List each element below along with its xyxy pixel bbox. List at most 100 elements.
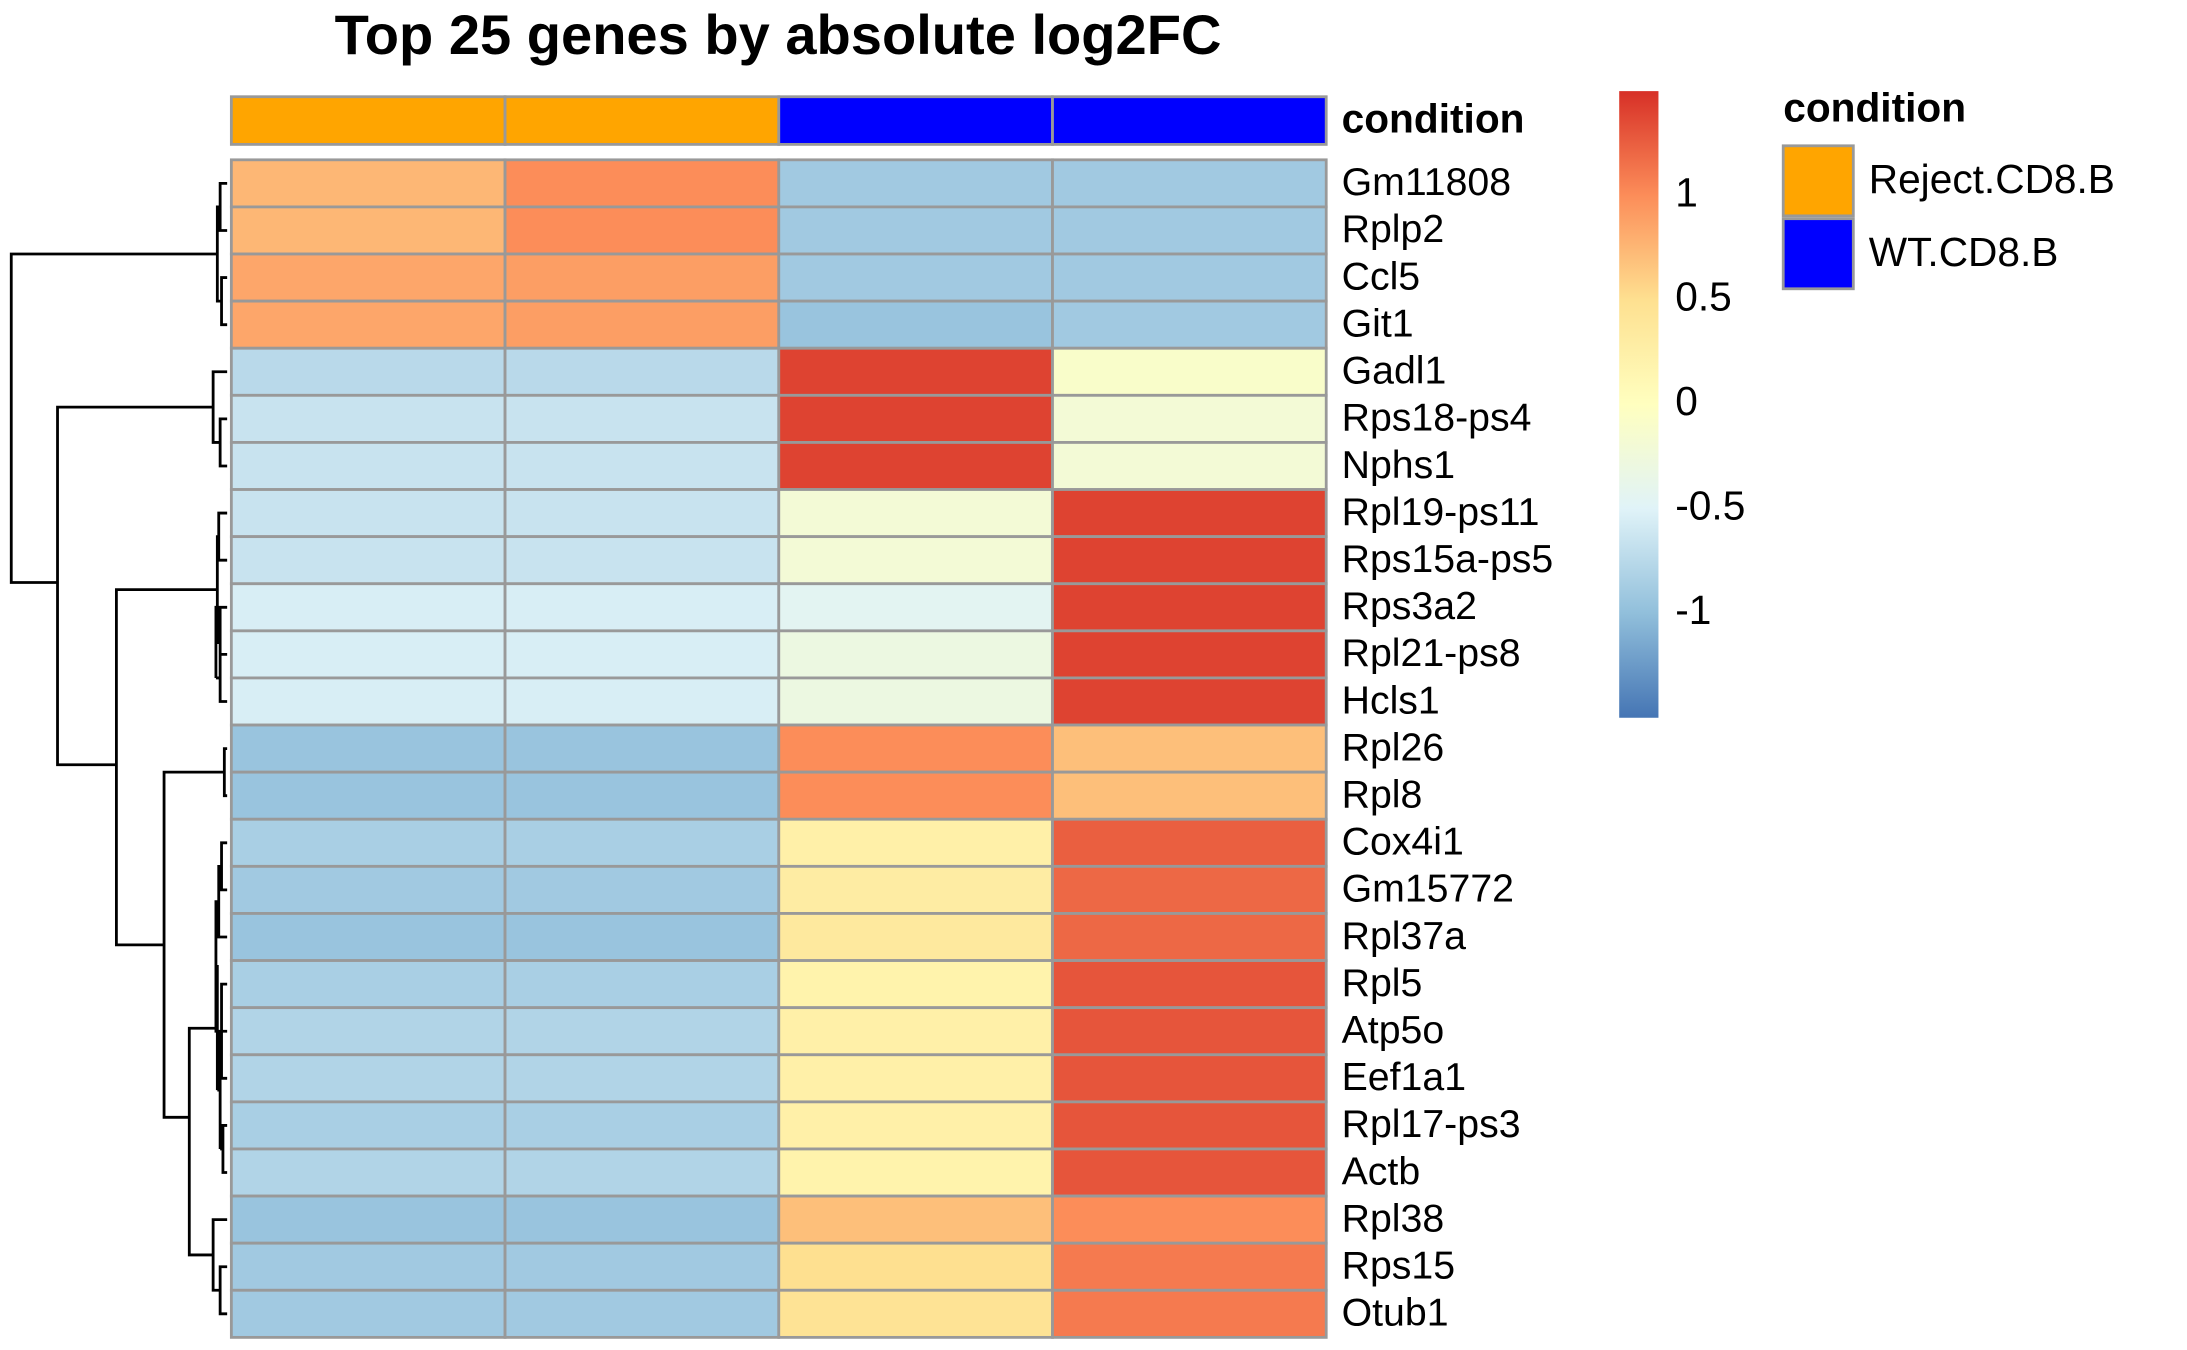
heatmap-cell	[777, 158, 1054, 209]
legend-label: Reject.CD8.B	[1869, 156, 2115, 202]
heatmap-cell	[503, 1053, 781, 1104]
heatmap-cell	[503, 770, 781, 821]
heatmap-cell	[503, 488, 781, 539]
row-label: Rps18-ps4	[1342, 396, 1532, 440]
annotation-cell	[503, 95, 781, 146]
heatmap-cell	[777, 1006, 1054, 1057]
heatmap-cell	[1051, 1100, 1328, 1151]
row-label: Rps15	[1342, 1244, 1455, 1288]
heatmap-cell	[1051, 441, 1328, 491]
heatmap-cell	[1051, 1147, 1328, 1198]
row-label: Rpl21-ps8	[1342, 631, 1521, 675]
row-label: Nphs1	[1342, 443, 1455, 487]
row-label: Gadl1	[1342, 349, 1447, 393]
legend-label: WT.CD8.B	[1869, 229, 2059, 275]
heatmap-cell	[229, 629, 507, 680]
heatmap-cell	[503, 1100, 781, 1151]
row-label: Ccl5	[1342, 254, 1421, 298]
row-label: Eef1a1	[1342, 1055, 1466, 1099]
heatmap-cell	[503, 393, 781, 444]
colorbar-tick-label: 0	[1675, 378, 1698, 424]
heatmap-cell	[777, 676, 1054, 727]
heatmap-cell	[503, 299, 781, 350]
heatmap-cell	[1051, 912, 1328, 962]
heatmap-cell	[503, 676, 781, 727]
row-label: Rpl37a	[1342, 914, 1467, 958]
heatmap-cell	[229, 1006, 507, 1057]
heatmap-cell	[777, 1241, 1054, 1292]
legend-swatch	[1781, 144, 1855, 218]
row-label: Rpl17-ps3	[1342, 1102, 1521, 1146]
heatmap-cell	[1051, 629, 1328, 680]
heatmap-cell	[777, 1147, 1054, 1198]
row-label: Rpl19-ps11	[1342, 490, 1540, 534]
heatmap-cell	[503, 1288, 781, 1339]
heatmap-cell	[777, 441, 1054, 491]
heatmap-cell	[1051, 676, 1328, 727]
heatmap-cell	[503, 1194, 781, 1245]
heatmap-cell	[1051, 864, 1328, 915]
heatmap-cell	[229, 582, 507, 633]
heatmap-cell	[777, 629, 1054, 680]
heatmap-cell	[503, 582, 781, 633]
heatmap-cell	[777, 299, 1054, 350]
heatmap-cell	[777, 912, 1054, 962]
heatmap-cell	[503, 959, 781, 1010]
row-label: Otub1	[1342, 1291, 1449, 1335]
row-label: Cox4i1	[1342, 820, 1464, 864]
heatmap-cell	[229, 912, 507, 962]
heatmap-cell	[777, 1053, 1054, 1104]
heatmap-cell	[777, 346, 1054, 397]
colorbar-tick-label: 1	[1675, 169, 1698, 215]
heatmap-cell	[777, 1288, 1054, 1339]
heatmap-cell	[229, 299, 507, 350]
heatmap-cell	[777, 205, 1054, 256]
heatmap-cell	[503, 252, 781, 303]
heatmap-cell	[229, 346, 507, 397]
heatmap-cell	[503, 864, 781, 915]
heatmap-cell	[229, 205, 507, 256]
heatmap-cell	[1051, 1288, 1328, 1339]
heatmap-cell	[1051, 299, 1328, 350]
heatmap-cell	[229, 158, 507, 209]
heatmap-cell	[777, 864, 1054, 915]
heatmap-cell	[229, 393, 507, 444]
heatmap-cell	[1051, 582, 1328, 633]
row-label: Rps15a-ps5	[1342, 537, 1554, 581]
heatmap-cell	[1051, 1006, 1328, 1057]
heatmap-cell	[777, 817, 1054, 868]
colorbar-tick-label: 0.5	[1675, 274, 1732, 320]
heatmap-cell	[1051, 817, 1328, 868]
row-label: Rpl8	[1342, 772, 1423, 816]
heatmap-cell	[503, 158, 781, 209]
row-label: Rps3a2	[1342, 584, 1477, 628]
row-label: Git1	[1342, 301, 1414, 345]
heatmap-cell	[503, 346, 781, 397]
heatmap-cell	[503, 723, 781, 774]
heatmap-cell	[1051, 535, 1328, 586]
heatmap-cell	[229, 1053, 507, 1104]
heatmap-cell	[1051, 770, 1328, 821]
heatmap-cell	[229, 1241, 507, 1292]
row-label: Gm11808	[1342, 160, 1511, 204]
row-label: Gm15772	[1342, 867, 1514, 911]
legend-title: condition	[1783, 84, 1966, 130]
heatmap-cell	[1051, 252, 1328, 303]
annotation-label: condition	[1342, 96, 1525, 142]
heatmap-cell	[229, 1194, 507, 1245]
row-label: Rplp2	[1342, 207, 1445, 251]
heatmap-cell	[229, 676, 507, 727]
heatmap-cell	[503, 817, 781, 868]
heatmap-cell	[229, 770, 507, 821]
heatmap-cell	[777, 1194, 1054, 1245]
row-dendrogram	[9, 181, 228, 1316]
heatmap-cell	[777, 252, 1054, 303]
heatmap-cell	[1051, 346, 1328, 397]
heatmap-cell	[229, 723, 507, 774]
heatmap-cell	[777, 582, 1054, 633]
heatmap-cell	[503, 535, 781, 586]
row-label: Rpl5	[1342, 961, 1423, 1005]
heatmap-cell	[229, 441, 507, 491]
heatmap-cell	[229, 1288, 507, 1339]
annotation-cell	[777, 95, 1054, 146]
